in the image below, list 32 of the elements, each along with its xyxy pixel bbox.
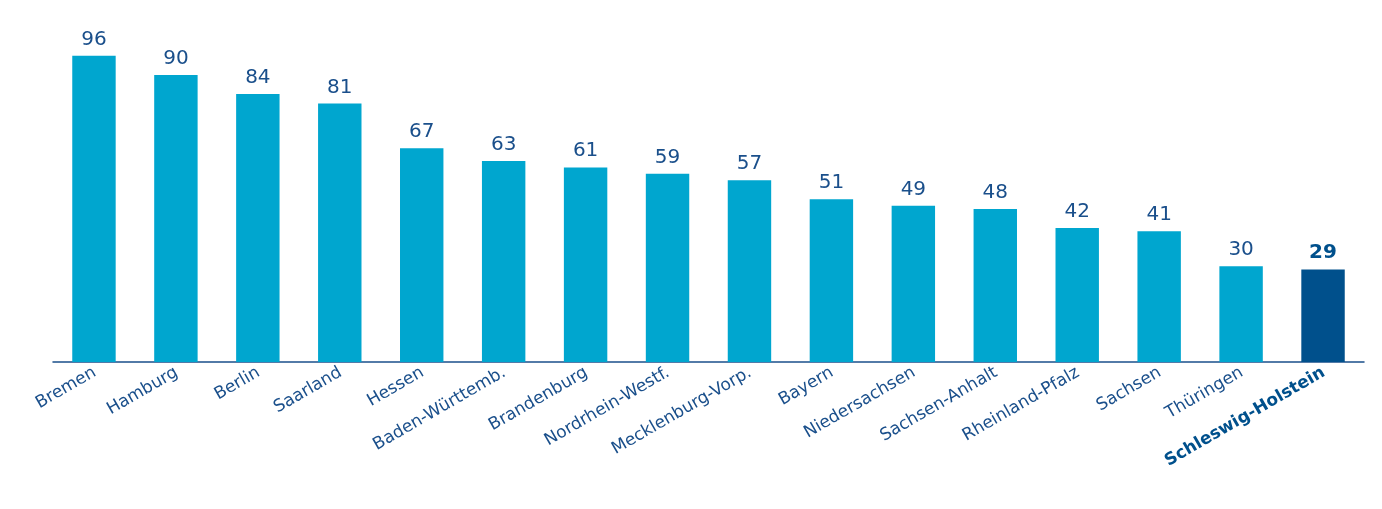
bar	[72, 55, 116, 362]
bar	[727, 180, 772, 362]
data-label: 30	[1228, 236, 1254, 261]
data-label: 51	[818, 169, 845, 194]
data-label: 41	[1146, 201, 1172, 226]
bar	[809, 199, 854, 362]
data-label: 90	[163, 44, 189, 69]
bar	[891, 205, 936, 362]
bar	[1219, 266, 1263, 362]
data-label: 84	[245, 64, 271, 89]
bar	[236, 94, 280, 362]
data-label: 49	[900, 175, 927, 200]
bar	[563, 167, 608, 362]
bar	[318, 103, 362, 362]
data-label: 61	[572, 137, 599, 162]
bar	[481, 161, 526, 362]
data-label: 63	[490, 131, 517, 156]
bar	[1055, 228, 1099, 362]
data-label: 67	[408, 118, 435, 143]
bar	[400, 148, 444, 362]
data-label: 42	[1064, 198, 1090, 223]
bar	[645, 173, 690, 362]
data-label: 81	[327, 73, 353, 98]
bar	[1301, 269, 1345, 362]
bar	[154, 74, 198, 362]
bar	[1137, 231, 1181, 362]
bar	[973, 208, 1017, 362]
data-label: 59	[654, 143, 681, 168]
data-label: 29	[1309, 239, 1337, 264]
data-label: 48	[982, 178, 1009, 203]
data-label: 57	[736, 150, 763, 175]
data-label: 96	[81, 25, 107, 50]
